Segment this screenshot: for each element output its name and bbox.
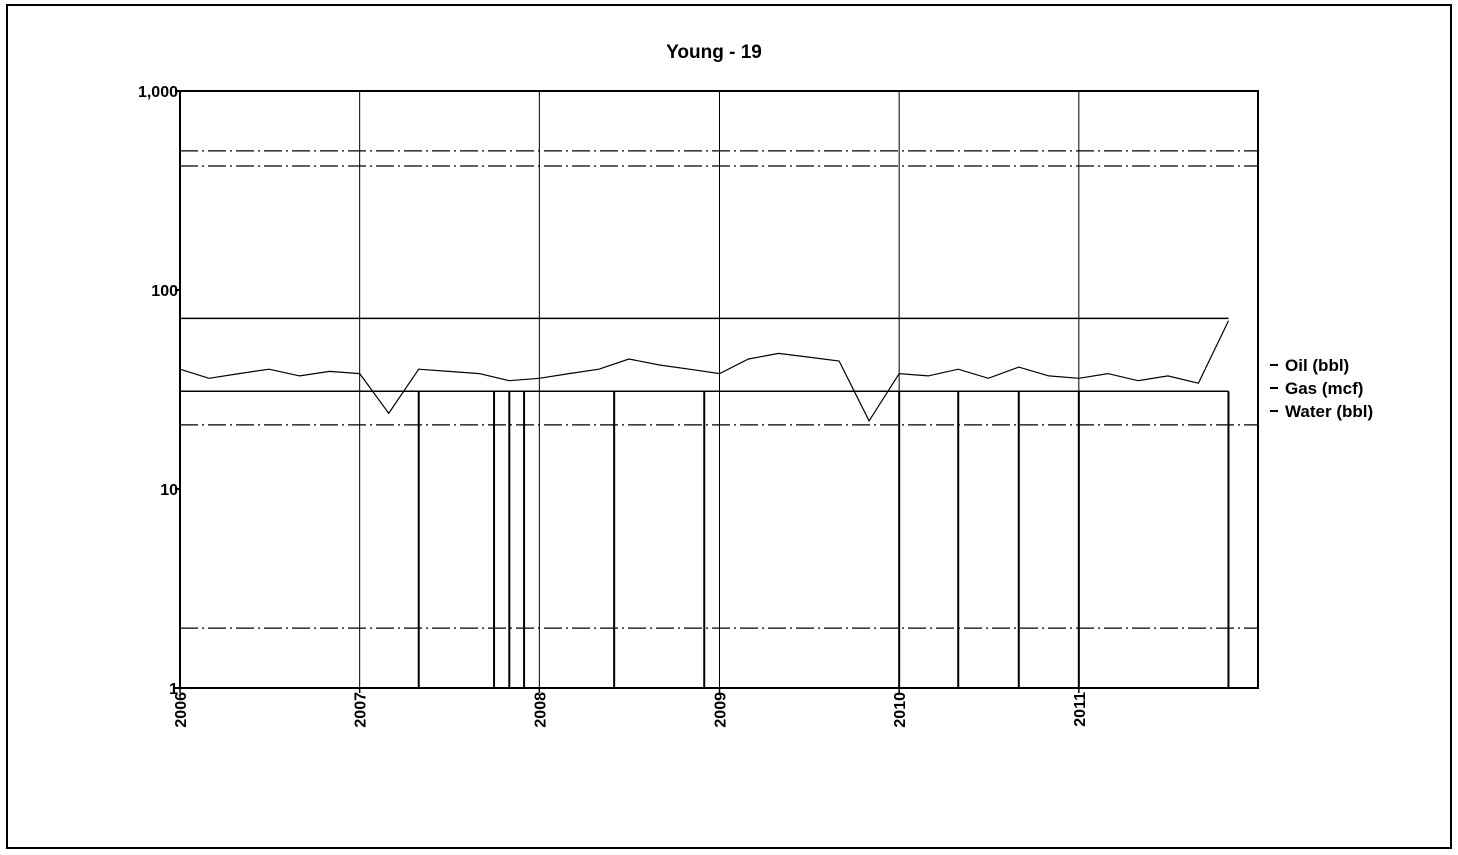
x-tick-label: 2011 xyxy=(1072,692,1089,727)
series-layer xyxy=(179,317,1230,688)
legend: Oil (bbl) Gas (mcf) Water (bbl) xyxy=(1270,356,1373,421)
y-tick-label: 10 xyxy=(160,482,178,499)
x-tick-label: 2006 xyxy=(173,692,190,728)
x-tick-label: 2010 xyxy=(892,692,909,728)
series-line xyxy=(179,320,1230,423)
x-tick-label: 2007 xyxy=(353,692,370,728)
y-tick-label: 1,000 xyxy=(138,84,178,101)
chart-frame: Young - 19 1 10 100 1,000 2006 2007 2008 2009 2… xyxy=(6,4,1452,849)
x-tick-label: 2008 xyxy=(532,692,549,728)
y-axis: 1 10 100 1,000 xyxy=(138,84,180,698)
legend-label: Water (bbl) xyxy=(1285,402,1373,421)
x-axis: 2006 2007 2008 2009 2010 2011 xyxy=(173,688,1089,728)
legend-label: Gas (mcf) xyxy=(1285,379,1363,398)
chart-title: Young - 19 xyxy=(666,42,762,63)
grid-layer xyxy=(359,91,1080,688)
y-tick-label: 1 xyxy=(169,681,178,698)
y-tick-label: 100 xyxy=(151,283,178,300)
x-tick-label: 2009 xyxy=(712,692,729,728)
legend-label: Oil (bbl) xyxy=(1285,356,1349,375)
